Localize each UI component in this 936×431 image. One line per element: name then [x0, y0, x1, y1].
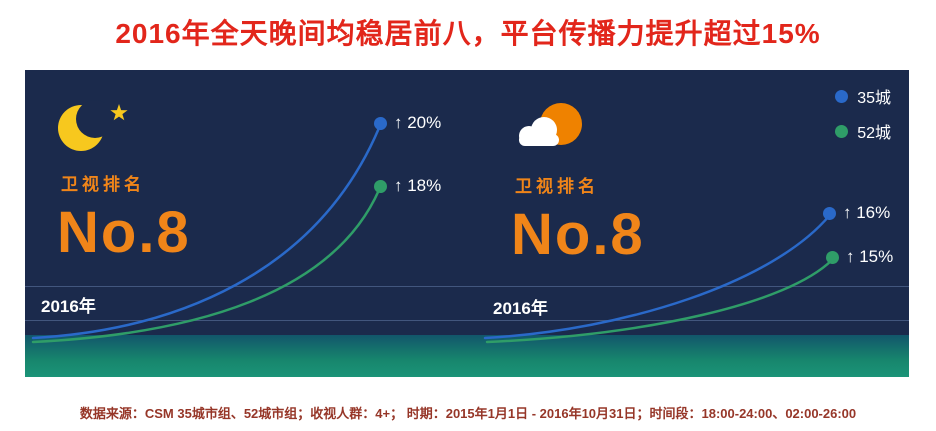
marker-label: ↑ 18%	[394, 176, 442, 195]
legend-label: 52城	[857, 125, 891, 142]
legend-dot-blue	[835, 89, 849, 103]
marker-dot-blue	[823, 206, 836, 220]
trend-curve-green-left	[31, 188, 381, 344]
ranking-chart-panel: 卫视排名 No.8 2016年 卫视排名 No.8 2016年 ↑ 20% ↑ …	[25, 70, 909, 377]
trend-curve-blue-left	[31, 126, 381, 340]
marker-dot-blue	[374, 116, 387, 130]
rank-label-left: 卫视排名	[61, 175, 145, 194]
legend-label: 35城	[857, 90, 891, 107]
legend-item-52cheng: 52城	[835, 119, 891, 143]
marker-label: ↑ 16%	[843, 203, 891, 222]
rank-value-right: No.8	[511, 202, 645, 267]
rank-label-right: 卫视排名	[515, 177, 599, 196]
marker-dot-green	[374, 179, 387, 193]
trend-curve-blue-right	[483, 214, 831, 340]
trend-curve-green-right	[485, 258, 834, 344]
slide-title: 2016年全天晚间均稳居前八，平台传播力提升超过15%	[115, 18, 821, 49]
marker-label: ↑ 15%	[846, 247, 894, 266]
trend-curves	[31, 126, 834, 344]
marker-dot-green	[826, 250, 839, 264]
data-source-note: 数据来源：CSM 35城市组、52城市组；收视人群：4+； 时期：2015年1月…	[79, 406, 857, 421]
bottom-band	[25, 335, 909, 377]
rank-value-left: No.8	[57, 200, 191, 265]
legend-dot-green	[835, 124, 849, 138]
axis-line-lower	[25, 320, 909, 321]
year-label-left: 2016年	[41, 297, 96, 316]
legend: 35城 52城	[835, 84, 891, 143]
moon-star-icon	[58, 100, 128, 151]
marker-right-35cheng: ↑ 16%	[823, 203, 890, 223]
year-label-right: 2016年	[493, 299, 548, 318]
marker-label: ↑ 20%	[394, 113, 442, 132]
marker-left-35cheng: ↑ 20%	[374, 113, 441, 133]
marker-right-52cheng: ↑ 15%	[826, 247, 893, 267]
legend-item-35cheng: 35城	[835, 84, 891, 108]
sun-cloud-icon	[519, 103, 582, 146]
axis-line-upper	[25, 286, 909, 287]
marker-left-52cheng: ↑ 18%	[374, 176, 441, 196]
